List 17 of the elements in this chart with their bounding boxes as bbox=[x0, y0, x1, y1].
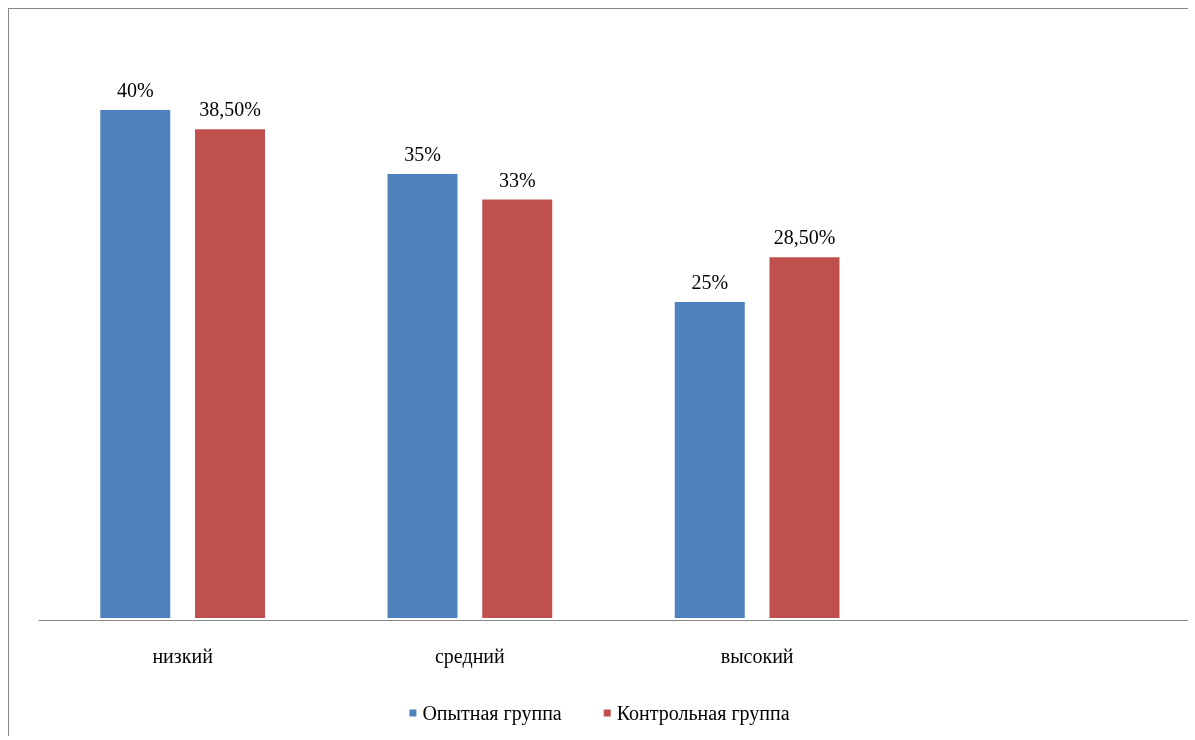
x-tick-label: низкий bbox=[152, 645, 214, 667]
bar bbox=[98, 108, 173, 620]
bar bbox=[480, 197, 555, 620]
data-label: 33% bbox=[498, 168, 536, 191]
legend-label: Контрольная группа bbox=[616, 702, 790, 725]
bar bbox=[672, 300, 747, 620]
bar bbox=[385, 172, 460, 620]
data-label: 28,50% bbox=[773, 226, 836, 249]
legend-label: Опытная группа bbox=[422, 702, 562, 725]
bar bbox=[192, 127, 267, 620]
data-label: 25% bbox=[691, 271, 729, 293]
data-label: 38,50% bbox=[199, 98, 261, 121]
data-label: 40% bbox=[116, 79, 154, 101]
data-label: 35% bbox=[404, 143, 441, 165]
x-tick-label: средний bbox=[434, 645, 506, 668]
bar bbox=[767, 255, 842, 620]
x-tick-label: высокий bbox=[720, 645, 794, 667]
